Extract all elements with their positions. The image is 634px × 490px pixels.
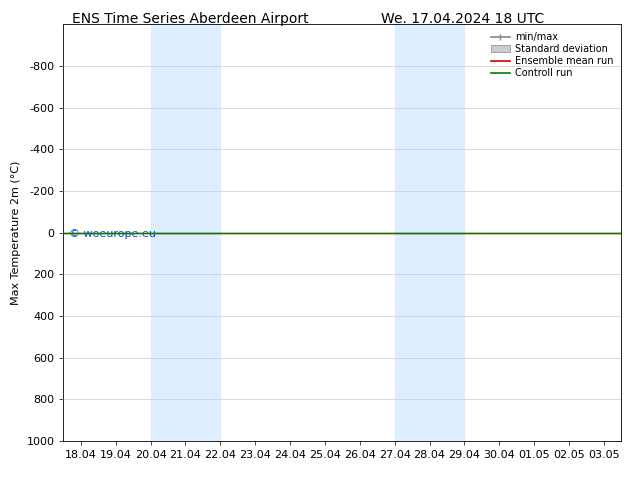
Bar: [150, 24, 221, 441]
Y-axis label: Max Temperature 2m (°C): Max Temperature 2m (°C): [11, 161, 21, 305]
Text: © woeurope.eu: © woeurope.eu: [69, 229, 156, 239]
Text: ENS Time Series Aberdeen Airport: ENS Time Series Aberdeen Airport: [72, 12, 309, 26]
Text: We. 17.04.2024 18 UTC: We. 17.04.2024 18 UTC: [381, 12, 545, 26]
Legend: min/max, Standard deviation, Ensemble mean run, Controll run: min/max, Standard deviation, Ensemble me…: [488, 29, 616, 81]
Bar: [394, 24, 464, 441]
